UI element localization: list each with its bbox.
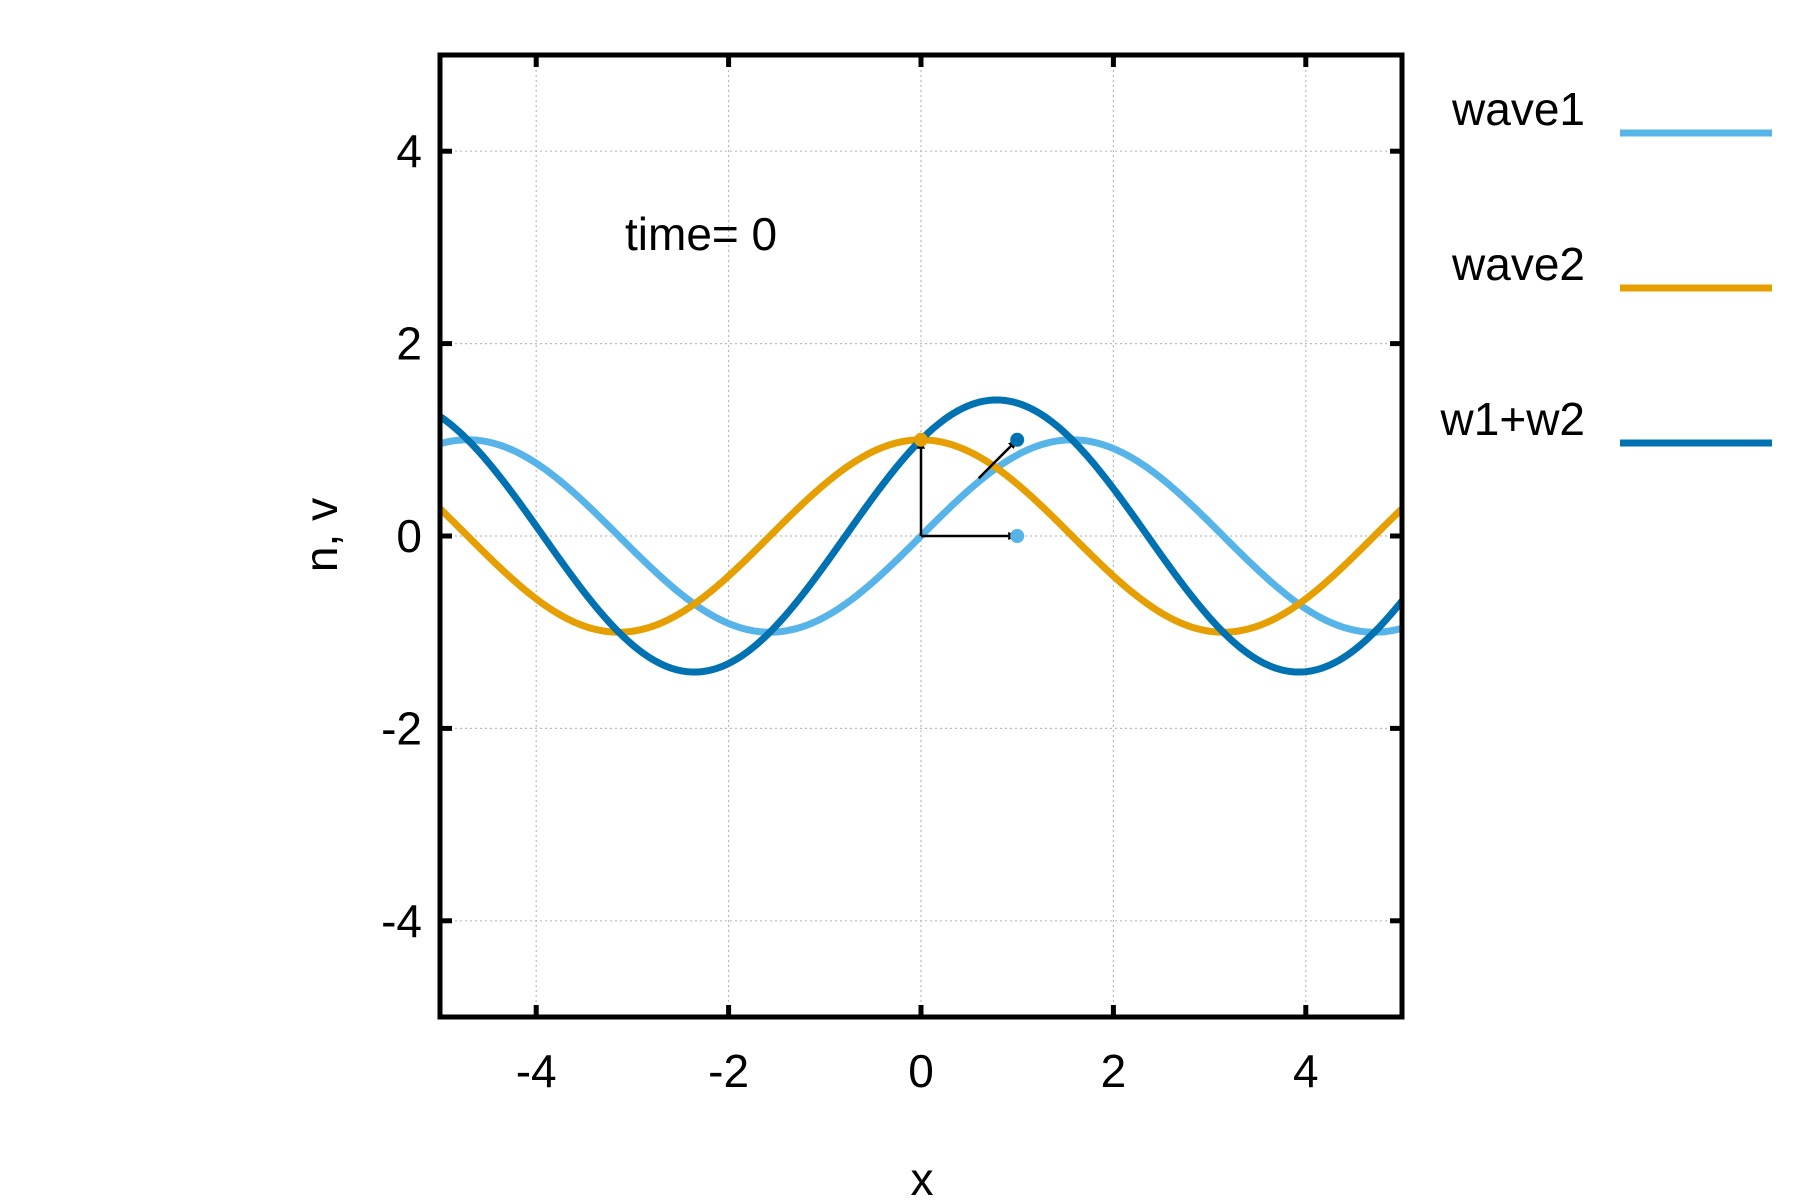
- tick-marks: [440, 55, 1402, 1017]
- x-tick-label: -2: [708, 1045, 749, 1097]
- phasor-vector-3: [977, 438, 1019, 480]
- x-tick-label: -4: [516, 1045, 557, 1097]
- time-annotation: time= 0: [625, 208, 777, 260]
- phasor-tip-1: [1010, 529, 1025, 543]
- y-tick-label: -4: [381, 895, 422, 947]
- tick-labels: -4 -2 0 2 4 -4 -2 0 2 4: [381, 125, 1319, 1097]
- y-axis-label: n, v: [295, 498, 347, 572]
- phasor-tip-3: [1010, 432, 1025, 447]
- legend: wave1 wave2 w1+w2: [1440, 83, 1772, 447]
- x-tick-label: 4: [1293, 1045, 1319, 1097]
- y-tick-label: 4: [396, 125, 422, 177]
- phasor-tip-2: [914, 432, 928, 447]
- y-tick-label: -2: [381, 702, 422, 754]
- y-tick-label: 0: [396, 510, 422, 562]
- x-axis-label: x: [911, 1153, 934, 1200]
- x-tick-label: 0: [908, 1045, 934, 1097]
- legend-label: wave2: [1451, 238, 1585, 290]
- x-tick-label: 2: [1101, 1045, 1127, 1097]
- y-tick-label: 2: [396, 318, 422, 370]
- legend-label: w1+w2: [1440, 393, 1585, 445]
- grid: [440, 55, 1402, 1017]
- legend-label: wave1: [1451, 83, 1585, 135]
- phasor-diagram: [914, 432, 1025, 543]
